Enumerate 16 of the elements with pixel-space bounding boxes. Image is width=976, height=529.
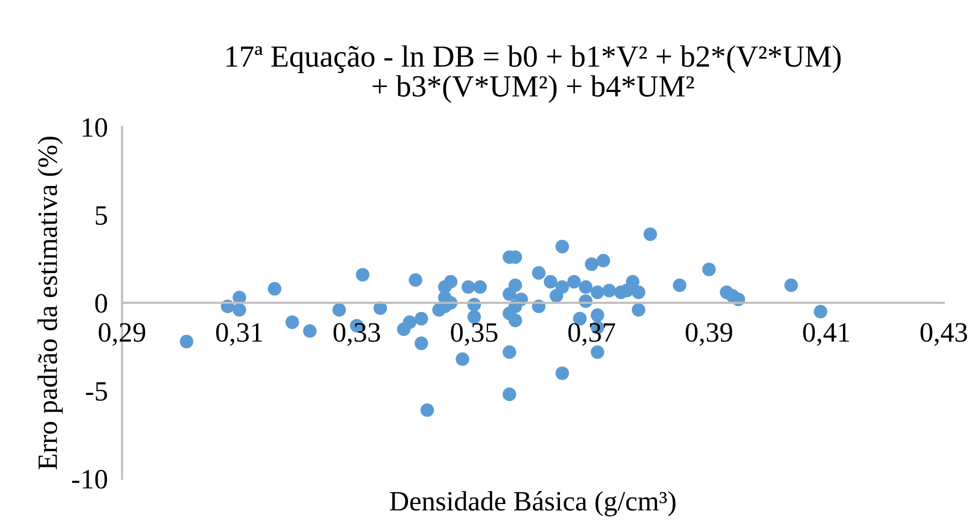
- x-tick-label: 0,39: [686, 323, 732, 346]
- chart-title: 17ª Equação - ln DB = b0 + b1*V² + b2*(V²*UM) + b3*(V*UM²) + b4*UM²: [226, 45, 841, 103]
- y-tick-label: 5: [96, 206, 108, 225]
- x-tick-label: 0,43: [920, 323, 968, 346]
- x-axis-title: Densidade Básica (g/cm³): [390, 491, 676, 516]
- x-tick-label: 0,35: [450, 323, 498, 346]
- x-tick-label: 0,33: [334, 323, 380, 346]
- y-tick-label: 0: [95, 294, 108, 313]
- x-tick-label: 0,29: [98, 323, 146, 346]
- y-axis-title: Erro padrão da estimativa (%): [38, 136, 63, 470]
- x-tick-label: 0,37: [568, 323, 616, 346]
- x-tick-label: 0,31: [216, 323, 262, 346]
- x-tick-label: 0,41: [803, 323, 850, 346]
- y-tick-label: -5: [86, 382, 108, 401]
- y-tick-label: 10: [82, 118, 108, 137]
- y-tick-label: -10: [72, 470, 108, 489]
